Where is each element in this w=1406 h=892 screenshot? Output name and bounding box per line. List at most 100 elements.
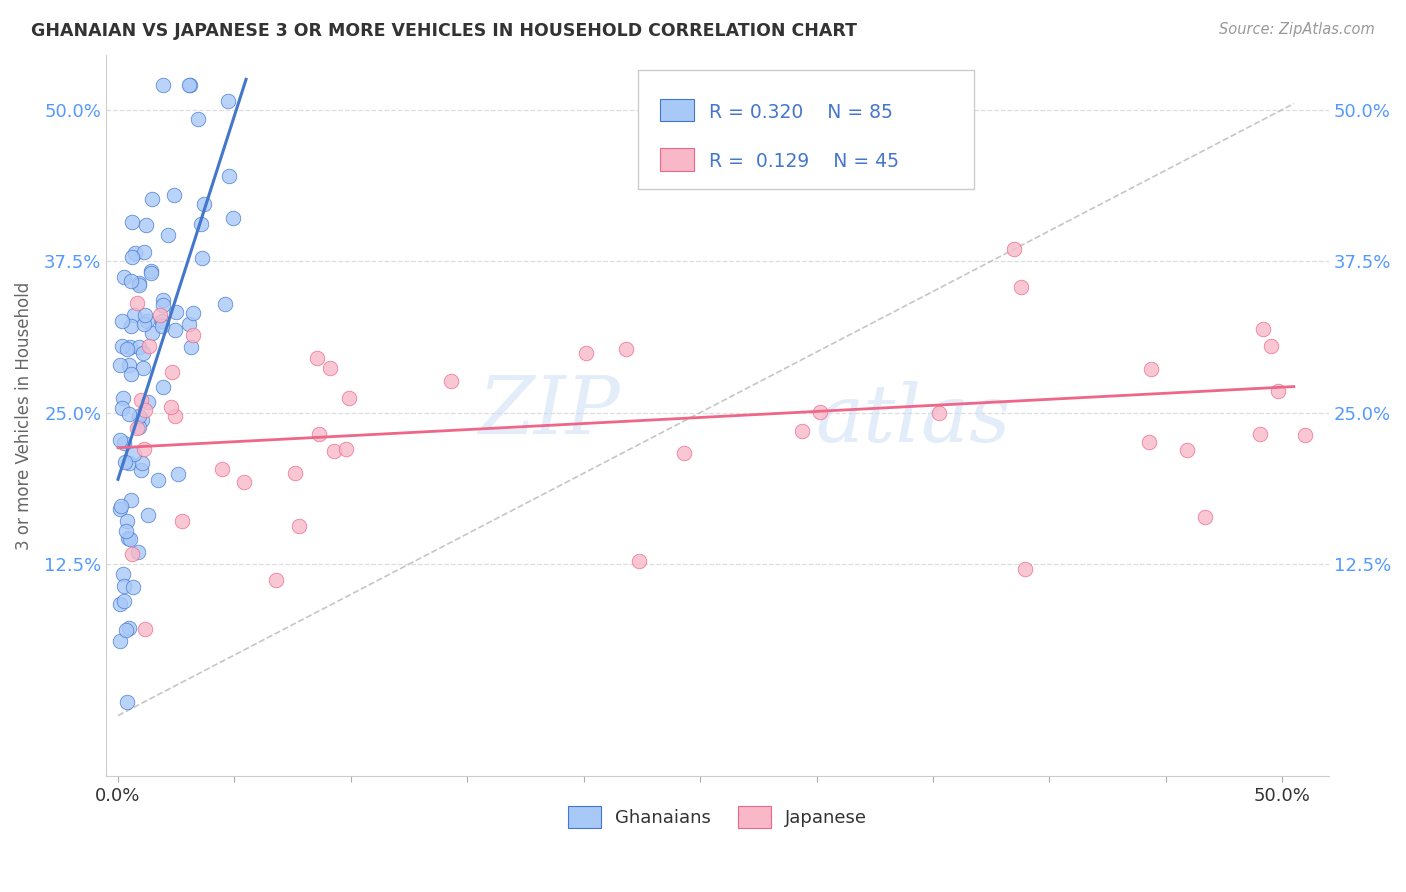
Point: [120, 367, 142, 381]
Point: [121, 215, 143, 229]
Point: [112, 270, 135, 285]
Point: [1002, 242, 1025, 256]
Point: [165, 305, 187, 319]
Point: [120, 532, 142, 546]
Point: [112, 579, 135, 593]
Point: [187, 112, 209, 126]
Point: [146, 473, 169, 487]
Point: [1260, 339, 1282, 353]
Point: [1014, 562, 1036, 576]
Point: [115, 524, 138, 538]
Point: [152, 78, 174, 93]
Point: [177, 78, 200, 93]
Point: [165, 322, 187, 336]
Point: [141, 326, 163, 341]
Point: [138, 339, 160, 353]
Point: [792, 424, 814, 438]
FancyBboxPatch shape: [659, 98, 695, 120]
Legend: Ghanaians, Japanese: Ghanaians, Japanese: [561, 799, 875, 836]
Point: [1294, 427, 1316, 442]
Point: [335, 442, 357, 456]
Point: [233, 475, 256, 489]
Point: [132, 442, 155, 456]
Text: R =  0.129    N = 45: R = 0.129 N = 45: [709, 153, 898, 171]
Point: [160, 400, 183, 414]
Point: [110, 433, 132, 447]
Point: [141, 192, 163, 206]
Point: [110, 499, 132, 513]
Point: [132, 317, 155, 331]
Point: [115, 514, 138, 528]
Point: [132, 360, 155, 375]
Point: [127, 420, 149, 434]
Point: [575, 346, 598, 360]
Point: [118, 358, 141, 372]
Point: [124, 246, 146, 260]
Point: [122, 308, 145, 322]
Point: [121, 580, 143, 594]
Point: [152, 380, 174, 394]
Point: [152, 298, 174, 312]
Point: [128, 340, 150, 354]
Point: [110, 597, 132, 611]
Point: [222, 211, 245, 226]
Point: [810, 405, 832, 419]
Point: [190, 217, 212, 231]
Text: atlas: atlas: [815, 381, 1011, 458]
Point: [180, 340, 202, 354]
Point: [322, 444, 344, 458]
Point: [167, 467, 190, 481]
Point: [110, 502, 132, 516]
Point: [134, 403, 156, 417]
Point: [211, 462, 233, 476]
Point: [160, 366, 183, 380]
Text: ZIP: ZIP: [478, 374, 620, 450]
Point: [214, 297, 236, 311]
Point: [128, 277, 150, 291]
Point: [439, 375, 461, 389]
Point: [136, 394, 159, 409]
Point: [127, 545, 149, 559]
Point: [1140, 362, 1163, 376]
Point: [191, 251, 214, 265]
FancyBboxPatch shape: [638, 70, 974, 188]
Point: [120, 319, 142, 334]
Point: [1249, 427, 1271, 442]
Point: [115, 343, 138, 357]
Point: [163, 409, 186, 424]
Point: [627, 554, 650, 568]
Point: [110, 633, 132, 648]
Point: [129, 463, 152, 477]
Point: [1251, 322, 1274, 336]
Point: [110, 358, 132, 372]
Point: [112, 435, 135, 450]
Point: [112, 594, 135, 608]
Point: [134, 308, 156, 322]
Point: [132, 244, 155, 259]
Point: [132, 346, 155, 360]
Point: [672, 446, 695, 460]
Point: [307, 351, 329, 365]
Point: [118, 456, 141, 470]
Point: [217, 94, 239, 108]
Point: [135, 218, 157, 232]
Point: [308, 426, 330, 441]
Point: [193, 196, 215, 211]
Point: [288, 519, 311, 533]
Point: [120, 274, 142, 288]
Point: [117, 531, 139, 545]
Point: [319, 361, 342, 376]
Point: [131, 456, 153, 470]
Point: [115, 695, 138, 709]
Point: [156, 227, 179, 242]
Point: [337, 391, 360, 405]
Point: [121, 547, 143, 561]
Point: [128, 420, 150, 434]
Point: [134, 622, 156, 636]
Point: [111, 566, 134, 581]
Point: [115, 623, 138, 637]
Point: [179, 78, 201, 93]
Point: [218, 169, 240, 184]
Point: [139, 266, 162, 280]
Point: [284, 466, 307, 480]
